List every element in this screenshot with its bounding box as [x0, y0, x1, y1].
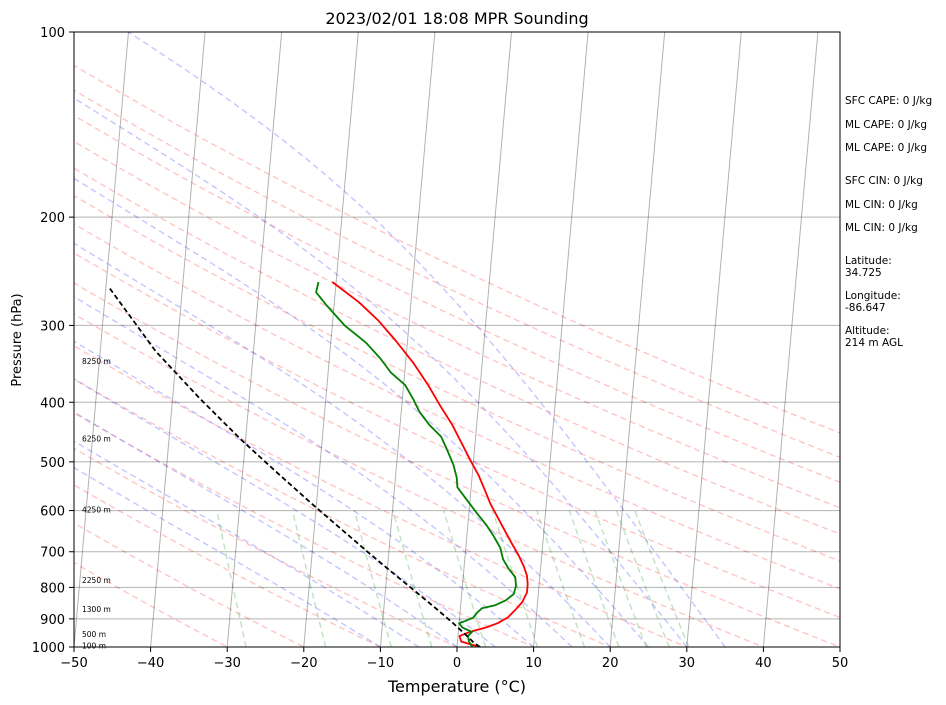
moist-adiabat-0: [74, 466, 381, 647]
dry-adiabat-7: [74, 313, 766, 647]
dry-adiabat-13: [74, 140, 840, 509]
sfc-cin-text: SFC CIN: 0 J/kg: [845, 175, 923, 187]
x-tick-label: −30: [213, 656, 240, 671]
ml-cape-text-2: ML CAPE: 0 J/kg: [845, 142, 927, 154]
height-label-4: 4250 m: [82, 506, 111, 515]
longitude-label: Longitude:: [845, 290, 901, 302]
y-tick-label: 900: [40, 613, 65, 628]
dry-adiabat-11: [74, 194, 840, 562]
moist-adiabat-5: [74, 295, 573, 647]
sounding-series-0: [331, 281, 529, 647]
isotherm: [379, 32, 436, 647]
sounding-series-2: [108, 286, 481, 647]
isotherm: [533, 32, 589, 647]
isotherm: [456, 32, 512, 647]
mixing-ratio-line-7: [568, 510, 620, 647]
y-tick-label: 400: [40, 396, 65, 411]
height-label-5: 6250 m: [82, 434, 111, 443]
isotherm: [226, 32, 283, 647]
info-panel: SFC CAPE: 0 J/kg ML CAPE: 0 J/kg ML CAPE…: [845, 95, 932, 349]
height-labels: 100 m 500 m 1300 m 2250 m 4250 m 6250 m 8250 m: [82, 357, 111, 650]
x-tick-label: 20: [602, 656, 619, 671]
dry-adiabat-4: [74, 412, 536, 647]
x-tick-label: 10: [525, 656, 542, 671]
longitude-value: -86.647: [845, 302, 886, 314]
dry-adiabat-3: [74, 447, 459, 647]
y-tick-label: 200: [40, 211, 65, 226]
sounding-profiles: [108, 281, 529, 647]
mixing-ratio-line-3: [392, 510, 433, 647]
y-tick-label: 700: [40, 546, 65, 561]
x-tick-label: −40: [137, 656, 164, 671]
dry-adiabat-14: [74, 114, 840, 483]
moist-adiabat-9: [128, 32, 726, 647]
isotherm: [150, 32, 206, 647]
latitude-label: Latitude:: [845, 255, 892, 267]
moist-adiabat-1: [74, 440, 420, 647]
height-label-2: 1300 m: [82, 605, 111, 614]
mixing-ratio-line-2: [353, 510, 392, 647]
y-axis-label: Pressure (hPa): [10, 293, 25, 386]
dry-adiabat-8: [74, 282, 840, 647]
latitude-value: 34.725: [845, 267, 882, 279]
height-label-3: 2250 m: [82, 576, 111, 585]
isotherm: [303, 32, 359, 647]
height-label-0: 100 m: [82, 641, 106, 650]
isotherm: [609, 32, 666, 647]
height-label-1: 500 m: [82, 630, 106, 639]
y-tick-label: 300: [40, 319, 65, 334]
dry-adiabat-6: [74, 345, 689, 647]
mixing-ratio-line-10: [634, 510, 690, 647]
y-tick-label: 500: [40, 456, 65, 471]
y-tick-label: 800: [40, 581, 65, 596]
x-tick-label: 40: [755, 656, 772, 671]
y-tick-label: 1000: [32, 641, 65, 656]
x-tick-label: 30: [679, 656, 696, 671]
x-tick-label: −50: [60, 656, 87, 671]
isotherm: [74, 32, 129, 647]
y-tick-label: 600: [40, 505, 65, 520]
dry-adiabat-12: [74, 167, 840, 535]
mixing-ratio-line-0: [216, 510, 247, 647]
chart-title: 2023/02/01 18:08 MPR Sounding: [325, 9, 588, 28]
height-label-6: 8250 m: [82, 357, 111, 366]
y-axis-ticks: 100 200 300 400 500 600 700 800 900 1000: [32, 26, 74, 656]
mixing-ratio-line-1: [291, 510, 327, 647]
x-tick-label: 50: [832, 656, 849, 671]
background-reference-lines: [74, 32, 840, 647]
x-tick-label: 0: [453, 656, 461, 671]
altitude-label: Altitude:: [845, 325, 890, 337]
sfc-cape-text: SFC CAPE: 0 J/kg: [845, 95, 932, 107]
mixing-ratio-line-6: [536, 510, 586, 647]
altitude-value: 214 m AGL: [845, 337, 903, 349]
x-axis-label: Temperature (°C): [387, 677, 526, 696]
ml-cape-text: ML CAPE: 0 J/kg: [845, 119, 927, 131]
ml-cin-text-2: ML CIN: 0 J/kg: [845, 222, 918, 234]
ml-cin-text: ML CIN: 0 J/kg: [845, 199, 918, 211]
y-tick-label: 100: [40, 26, 65, 41]
mixing-ratio-line-9: [615, 510, 670, 647]
x-tick-label: −10: [367, 656, 394, 671]
x-axis-ticks: −50 −40 −30 −20 −10 0 10 20 30 40 50: [60, 647, 848, 671]
x-tick-label: −20: [290, 656, 317, 671]
mixing-ratio-line-8: [594, 510, 648, 647]
mixing-ratio-line-4: [442, 510, 487, 647]
gridlines: [74, 32, 840, 647]
dry-adiabat-5: [74, 377, 612, 647]
sounding-series-1: [315, 281, 517, 647]
isotherm: [762, 32, 819, 647]
isotherm: [686, 32, 742, 647]
moist-adiabat-2: [74, 411, 458, 647]
dry-adiabat-9: [74, 252, 840, 619]
dry-adiabat-15: [74, 89, 840, 459]
moist-adiabat-6: [74, 242, 611, 647]
moist-adiabat-3: [74, 378, 496, 647]
moist-adiabat-8: [74, 97, 688, 647]
dry-adiabat-0: [74, 561, 229, 647]
mixing-ratio-line-5: [491, 510, 539, 647]
